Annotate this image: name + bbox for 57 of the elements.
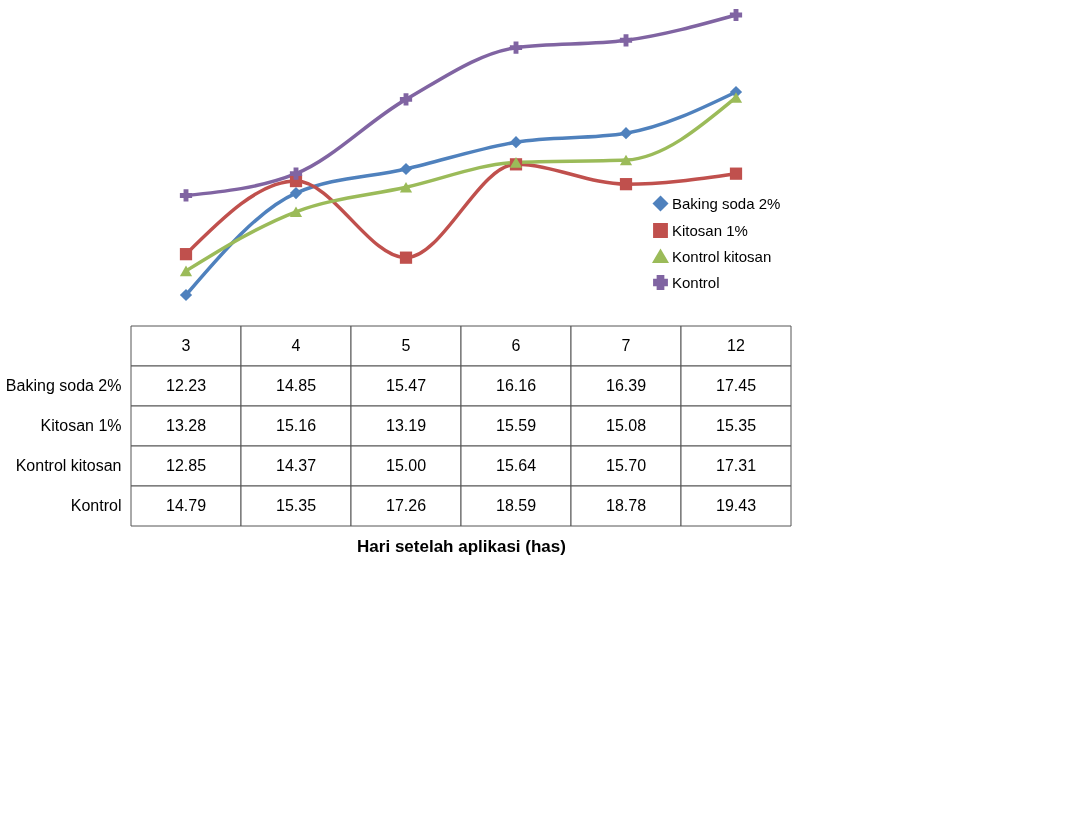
point	[729, 167, 743, 180]
point	[289, 186, 303, 200]
point	[399, 162, 413, 176]
point	[509, 136, 523, 149]
x-tick-label: 12	[727, 337, 745, 354]
x-tick-label: 3	[181, 337, 191, 354]
text: Baking soda 2%	[5, 377, 122, 394]
data-label: 17.31	[715, 457, 757, 474]
data-label: 14.37	[275, 457, 317, 474]
point	[619, 178, 633, 191]
x-tick-label: 4	[291, 337, 301, 354]
data-label: 15.64	[495, 457, 537, 474]
legend-label: Kitosan 1%	[672, 221, 748, 239]
legend-label: Kontrol kitosan	[672, 247, 772, 265]
point	[619, 34, 633, 47]
point	[289, 206, 303, 218]
point	[179, 248, 193, 261]
data-label: 13.28	[165, 417, 207, 434]
point	[289, 167, 303, 180]
data-label: 15.16	[275, 417, 317, 434]
point	[399, 181, 413, 193]
point	[619, 154, 633, 166]
data-label: 18.59	[495, 497, 537, 514]
data-label: 15.59	[495, 417, 537, 434]
data-label: 19.43	[715, 497, 757, 514]
legend-label: Baking soda 2%	[672, 194, 781, 212]
data-label: 15.35	[715, 417, 757, 434]
point	[619, 127, 633, 140]
point	[179, 265, 193, 277]
data-label: 18.78	[605, 497, 647, 514]
text: Kitosan 1%	[40, 417, 122, 434]
data-label: 15.08	[605, 417, 647, 434]
x-tick-label: 6	[511, 337, 521, 354]
data-label: 12.23	[165, 377, 207, 394]
point	[179, 288, 193, 302]
data-label: 17.26	[385, 497, 427, 514]
data-label: 14.79	[165, 497, 207, 514]
point	[179, 189, 193, 202]
data-label: 15.70	[605, 457, 647, 474]
data-label: 15.47	[385, 377, 427, 394]
data-label: 16.39	[605, 377, 647, 394]
x-tick-label: 7	[621, 337, 631, 354]
text: Kontrol kitosan	[15, 457, 122, 474]
data-label: 17.45	[715, 377, 757, 394]
data-label: 14.85	[275, 377, 317, 394]
data-label: 15.35	[275, 497, 317, 514]
legend-label: Kontrol	[672, 273, 720, 291]
point	[399, 251, 413, 264]
data-label: 16.16	[495, 377, 537, 394]
data-label: 13.19	[385, 417, 427, 434]
data-label: 12.85	[165, 457, 207, 474]
text: Hari setelah aplikasi (has)	[357, 536, 566, 556]
point	[399, 93, 413, 106]
point	[509, 41, 523, 54]
text: Kontrol	[70, 497, 122, 514]
data-label: 15.00	[385, 457, 427, 474]
x-tick-label: 5	[401, 337, 411, 354]
